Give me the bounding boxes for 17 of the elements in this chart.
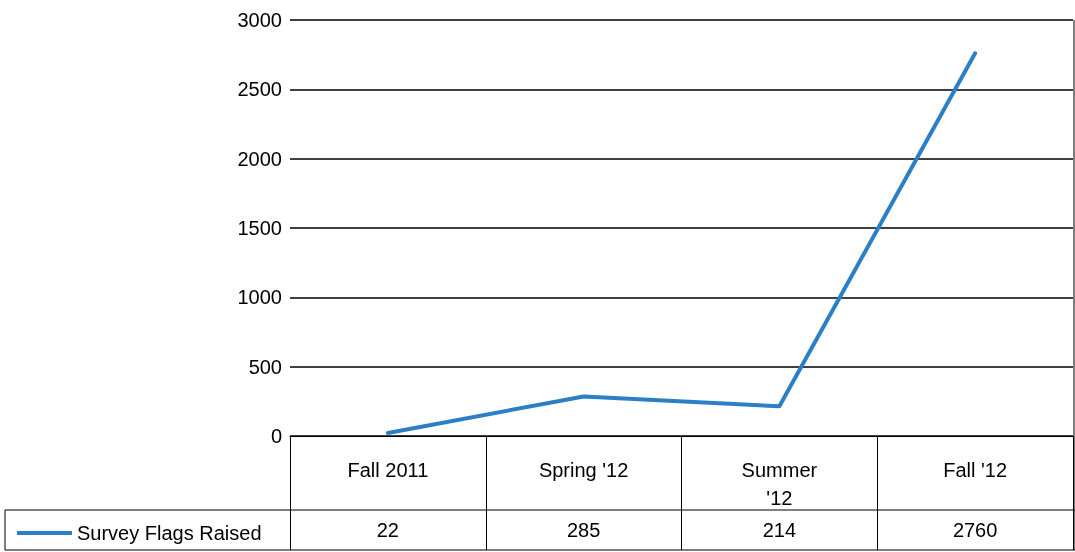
legend-label: Survey Flags Raised bbox=[77, 522, 262, 544]
data-label: 2760 bbox=[952, 519, 998, 541]
x-tick-label: Summer '12 bbox=[741, 459, 818, 509]
line-series bbox=[385, 51, 978, 435]
data-label: 22 bbox=[376, 519, 399, 541]
y-tick-label: 0 bbox=[270, 425, 282, 447]
y-tick-label: 1000 bbox=[237, 286, 282, 309]
data-label: 214 bbox=[762, 519, 797, 541]
y-tick-label: 2000 bbox=[237, 147, 282, 170]
x-tick-label: Fall 2011 bbox=[347, 459, 429, 481]
y-tick-label: 500 bbox=[248, 355, 282, 378]
y-tick-label: 3000 bbox=[237, 9, 282, 31]
data-label: 285 bbox=[566, 519, 601, 541]
x-tick-label: Spring '12 bbox=[538, 459, 629, 481]
y-tick-label: 1500 bbox=[237, 217, 282, 239]
x-tick-label: Fall '12 bbox=[943, 459, 1008, 481]
y-tick-label: 2500 bbox=[237, 78, 282, 101]
